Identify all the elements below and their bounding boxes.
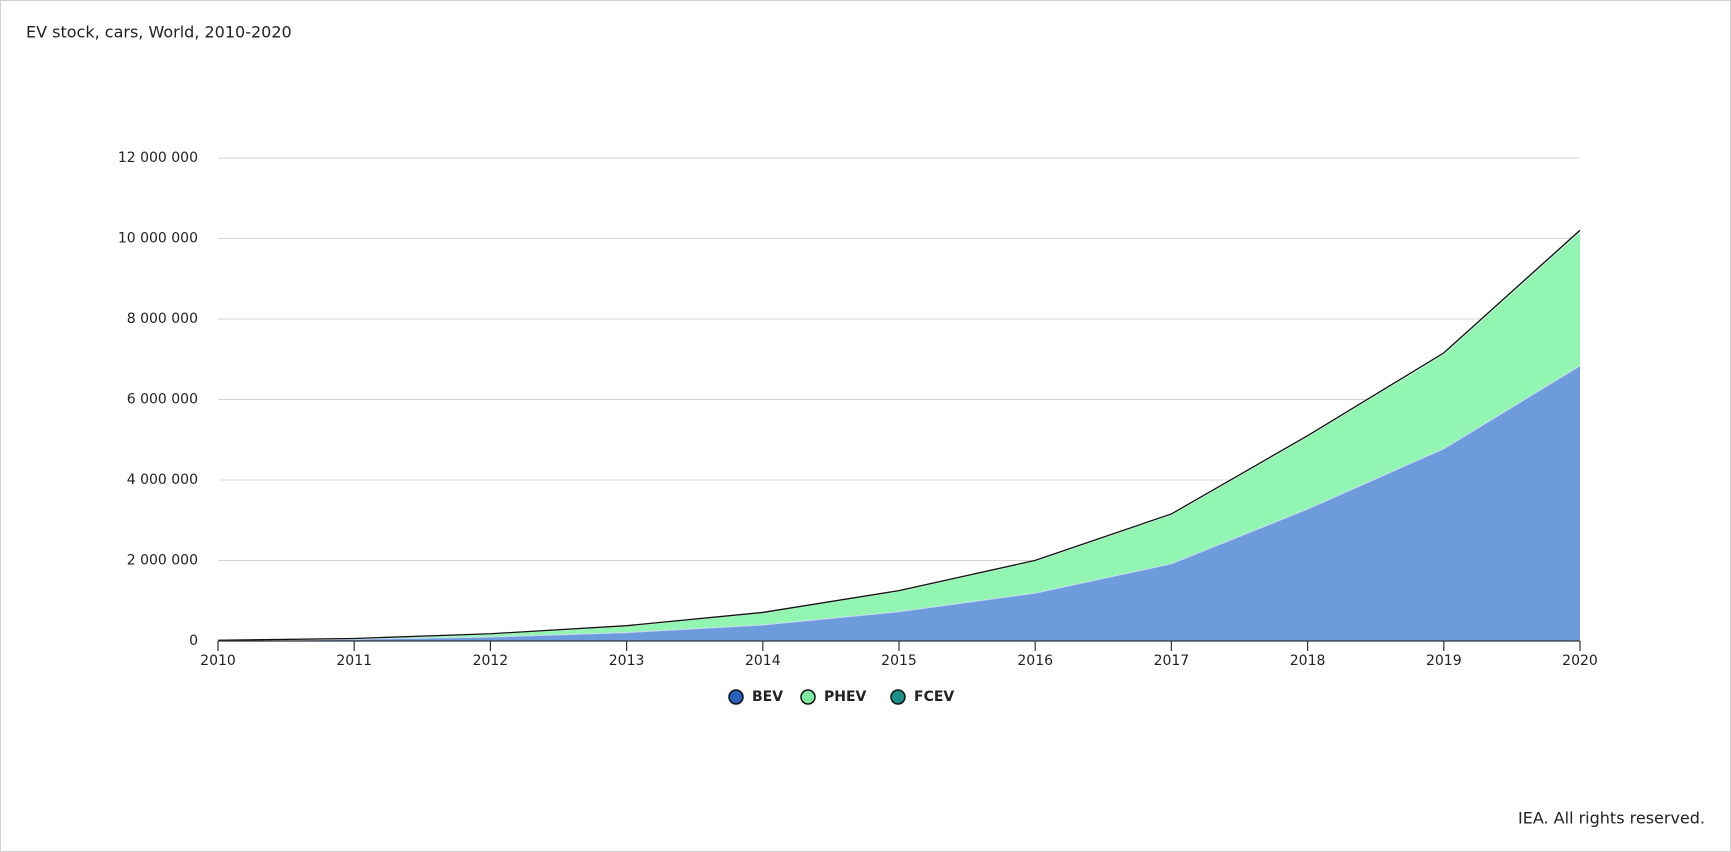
x-tick-label: 2020 [1562, 653, 1598, 669]
source-note: IEA. All rights reserved. [1518, 809, 1705, 828]
legend-marker [800, 689, 816, 705]
x-tick-label: 2011 [336, 653, 372, 669]
chart-title: EV stock, cars, World, 2010-2020 [26, 23, 292, 42]
x-tick-label: 2010 [200, 653, 236, 669]
x-tick-label: 2013 [609, 653, 645, 669]
x-tick-label: 2018 [1290, 653, 1326, 669]
x-tick-label: 2016 [1017, 653, 1053, 669]
x-tick-label: 2019 [1426, 653, 1462, 669]
x-tick-label: 2015 [881, 653, 917, 669]
legend-marker [728, 689, 744, 705]
x-tick-label: 2012 [473, 653, 509, 669]
legend-marker [890, 689, 906, 705]
area [218, 365, 1580, 641]
y-tick-label: 8 000 000 [127, 311, 198, 327]
y-tick-label: 10 000 000 [118, 231, 198, 247]
legend-label: BEV [752, 689, 783, 705]
y-tick-label: 2 000 000 [127, 553, 198, 569]
legend-item: FCEV [890, 689, 954, 705]
legend-item: PHEV [800, 689, 867, 705]
y-tick-label: 6 000 000 [127, 392, 198, 408]
legend-item: BEV [728, 689, 783, 705]
x-tick-label: 2017 [1154, 653, 1190, 669]
x-tick-label: 2014 [745, 653, 781, 669]
y-tick-label: 12 000 000 [118, 150, 198, 166]
y-tick-label: 0 [189, 633, 198, 649]
area-edge [217, 229, 1581, 641]
legend-label: FCEV [914, 689, 954, 705]
y-tick-label: 4 000 000 [127, 472, 198, 488]
legend-label: PHEV [824, 689, 867, 705]
